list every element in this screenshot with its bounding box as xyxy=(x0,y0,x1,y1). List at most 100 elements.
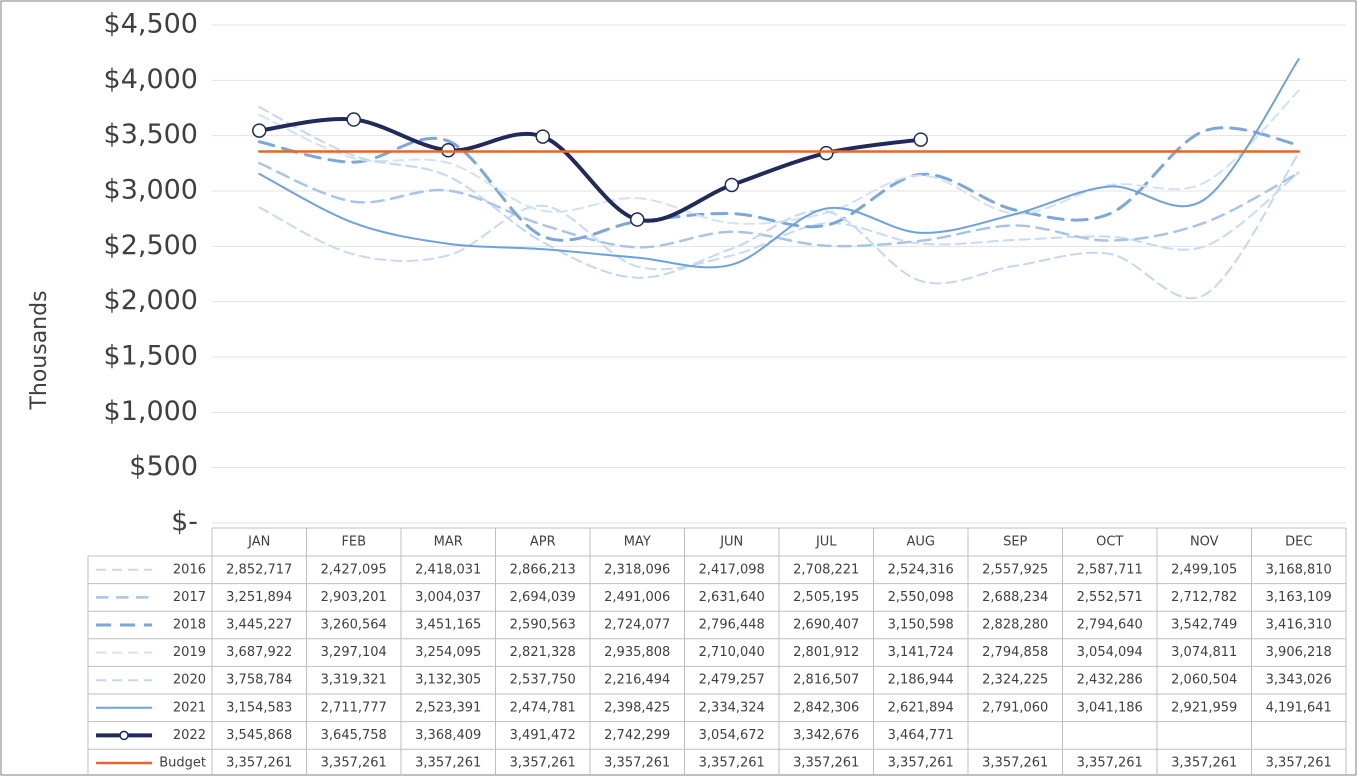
legend-label: 2017 xyxy=(173,590,206,605)
table-cell: 3,357,261 xyxy=(510,756,576,771)
table-cell: 3,906,218 xyxy=(1266,645,1332,660)
point xyxy=(535,129,550,144)
table-cell: 3,297,104 xyxy=(321,645,387,660)
point xyxy=(913,132,928,147)
table-cell: 3,687,922 xyxy=(226,645,292,660)
table-cell: 2,828,280 xyxy=(982,618,1048,633)
point xyxy=(724,177,739,193)
table-cell: 2,631,640 xyxy=(699,590,765,605)
table-cell: 3,074,811 xyxy=(1171,645,1237,660)
table-cell: 2,334,324 xyxy=(699,700,765,715)
table-cell: 3,645,758 xyxy=(321,728,387,743)
table-cell: 3,451,165 xyxy=(415,618,481,633)
table-cell: 3,054,672 xyxy=(699,728,765,743)
table-cell: 3,416,310 xyxy=(1266,618,1332,633)
table-cell: 2,418,031 xyxy=(415,562,481,577)
legend-label: 2019 xyxy=(173,645,206,660)
table-cell: 3,357,261 xyxy=(321,756,387,771)
table-cell: 3,545,868 xyxy=(226,728,292,743)
legend-label: 2021 xyxy=(173,700,206,715)
table-cell: 2,524,316 xyxy=(888,562,954,577)
x-tick-label: DEC xyxy=(1285,535,1312,550)
x-tick-label: SEP xyxy=(1003,535,1027,550)
series-line xyxy=(258,89,1300,225)
table-cell: 2,060,504 xyxy=(1171,673,1237,688)
table-cell: 2,710,040 xyxy=(699,645,765,660)
point xyxy=(346,112,361,127)
y-axis-label: Thousands xyxy=(27,290,52,410)
x-tick-label: APR xyxy=(530,535,556,550)
table-cell: 2,324,225 xyxy=(982,673,1048,688)
table-cell: 2,552,571 xyxy=(1077,590,1143,605)
table-cell: 3,357,261 xyxy=(415,756,481,771)
table-cell: 4,191,641 xyxy=(1266,700,1332,715)
table-cell: 2,432,286 xyxy=(1077,673,1143,688)
legend-label: Budget xyxy=(159,756,206,771)
y-tick-label: $- xyxy=(171,507,198,538)
series-line xyxy=(258,106,1300,300)
table-cell: 2,417,098 xyxy=(699,562,765,577)
table-cell: 2,742,299 xyxy=(604,728,670,743)
table-cell: 2,866,213 xyxy=(510,562,576,577)
table-cell: 2,499,105 xyxy=(1171,562,1237,577)
table-cell: 3,357,261 xyxy=(226,756,292,771)
table-cell: 2,523,391 xyxy=(415,700,481,715)
table-cell: 2,801,912 xyxy=(793,645,859,660)
table-cell: 3,319,321 xyxy=(321,673,387,688)
table-cell: 2,557,925 xyxy=(982,562,1048,577)
point xyxy=(252,123,267,138)
table-cell: 3,542,749 xyxy=(1171,618,1237,633)
table-cell: 2,794,640 xyxy=(1077,618,1143,633)
table-cell: 2,708,221 xyxy=(793,562,859,577)
table-cell: 2,791,060 xyxy=(982,700,1048,715)
series-line xyxy=(258,161,1300,249)
table-cell: 2,694,039 xyxy=(510,590,576,605)
x-tick-label: NOV xyxy=(1190,535,1219,550)
table-cell: 3,357,261 xyxy=(1077,756,1143,771)
table-cell: 3,758,784 xyxy=(226,673,292,688)
table-cell: 3,357,261 xyxy=(888,756,954,771)
table-cell: 3,132,305 xyxy=(415,673,481,688)
table-cell: 2,505,195 xyxy=(793,590,859,605)
table-cell: 3,445,227 xyxy=(226,618,292,633)
table-cell: 3,464,771 xyxy=(888,728,954,743)
table-cell: 3,141,724 xyxy=(888,645,954,660)
y-tick-label: $1,000 xyxy=(104,396,198,427)
y-tick-label: $3,500 xyxy=(104,119,198,150)
x-tick-label: MAY xyxy=(624,535,651,550)
table-cell: 3,251,894 xyxy=(226,590,292,605)
table-cell: 2,550,098 xyxy=(888,590,954,605)
table-cell: 3,368,409 xyxy=(415,728,481,743)
table-cell: 3,357,261 xyxy=(1171,756,1237,771)
x-tick-label: MAR xyxy=(434,535,463,550)
y-tick-label: $2,500 xyxy=(104,230,198,261)
x-tick-label: FEB xyxy=(341,535,366,550)
x-tick-label: JAN xyxy=(247,535,270,550)
table-cell: 2,318,096 xyxy=(604,562,670,577)
table-cell: 2,903,201 xyxy=(321,590,387,605)
table-cell: 3,343,026 xyxy=(1266,673,1332,688)
table-cell: 3,041,186 xyxy=(1077,700,1143,715)
series-line xyxy=(258,58,1300,269)
table-cell: 2,621,894 xyxy=(888,700,954,715)
table-cell: 3,357,261 xyxy=(1266,756,1332,771)
table-cell: 2,712,782 xyxy=(1171,590,1237,605)
table-cell: 2,587,711 xyxy=(1077,562,1143,577)
table-cell: 3,054,094 xyxy=(1077,645,1143,660)
table-cell: 3,357,261 xyxy=(982,756,1048,771)
table-cell: 2,711,777 xyxy=(321,700,387,715)
x-tick-label: JUN xyxy=(719,535,743,550)
table-cell: 3,004,037 xyxy=(415,590,481,605)
table-cell: 2,398,425 xyxy=(604,700,670,715)
series-line xyxy=(257,126,1301,242)
y-tick-label: $4,000 xyxy=(104,64,198,95)
table-cell: 3,357,261 xyxy=(604,756,670,771)
point xyxy=(630,212,645,227)
legend-label: 2020 xyxy=(173,673,206,688)
table-cell: 3,154,583 xyxy=(226,700,292,715)
table-cell: 3,342,676 xyxy=(793,728,859,743)
table-cell: 2,842,306 xyxy=(793,700,859,715)
y-tick-label: $1,500 xyxy=(104,341,198,372)
